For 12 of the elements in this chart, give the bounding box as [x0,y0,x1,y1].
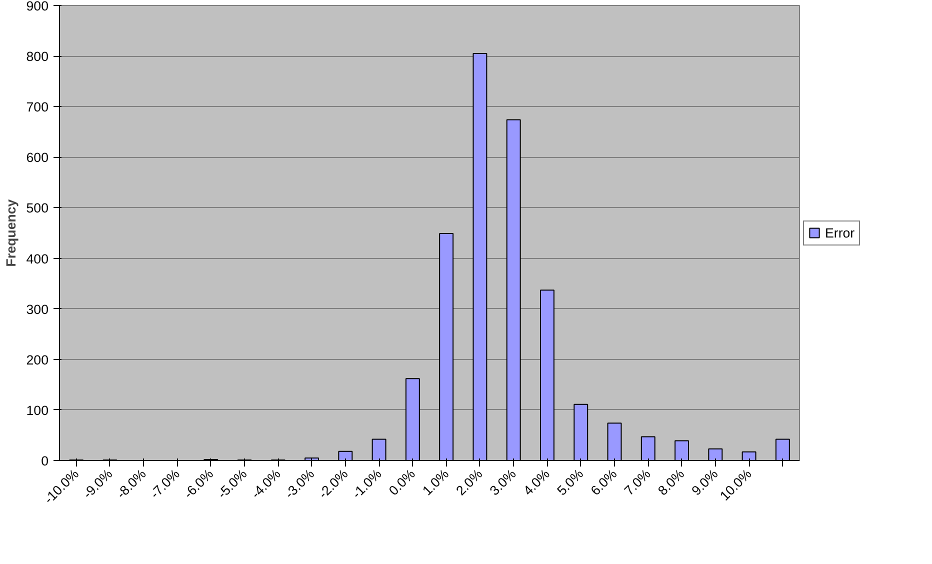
y-tick-label: 600 [26,150,49,166]
y-tick-label: 800 [26,49,49,64]
y-tick-label: 400 [26,251,49,266]
legend-label: Error [825,225,855,240]
y-tick-label: 700 [26,100,49,115]
y-tick-label: 100 [26,402,49,418]
y-tick-label: 0 [41,454,49,468]
y-tick-label: 300 [26,302,49,317]
y-tick-label: 200 [26,352,49,368]
y-axis-title: Frequency [3,198,18,267]
y-tick-label: 900 [26,0,49,14]
y-tick-label: 500 [26,200,49,216]
